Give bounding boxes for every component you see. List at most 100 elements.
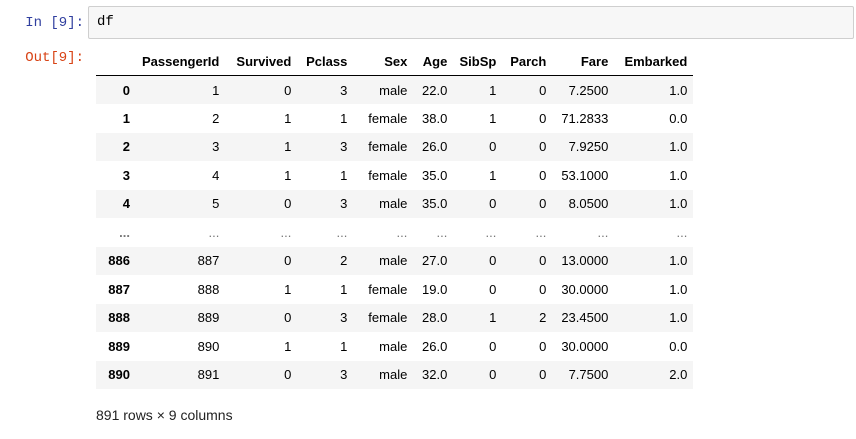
cell-sex: ... (396, 224, 408, 240)
cell-sibsp: 1 (489, 82, 497, 98)
row-index: 887 (108, 281, 130, 297)
cell-parch: 0 (539, 82, 547, 98)
table-row: 2 3 1 3 female 26.0 0 0 7.9250 1.0 (96, 132, 694, 161)
cell-age: 26.0 (422, 139, 448, 155)
row-index: 890 (108, 367, 130, 383)
cell-survived: 0 (284, 253, 292, 269)
cell-embarked: 1.0 (669, 139, 688, 155)
header-sex: Sex (353, 47, 414, 76)
cell-pclass: 3 (340, 139, 348, 155)
cell-passengerid: ... (208, 224, 220, 240)
header-embarked: Embarked (614, 47, 694, 76)
cell-parch: 0 (539, 253, 547, 269)
cell-age: 35.0 (422, 196, 448, 212)
cell-passengerid: 888 (197, 281, 220, 297)
cell-passengerid: 3 (212, 139, 220, 155)
cell-embarked: 2.0 (669, 367, 688, 383)
cell-sibsp: 1 (489, 110, 497, 126)
cell-fare: 53.1000 (561, 167, 609, 183)
row-index: 0 (122, 82, 130, 98)
cell-age: 35.0 (422, 167, 448, 183)
table-row: 889 890 1 1 male 26.0 0 0 30.0000 0.0 (96, 332, 693, 361)
cell-sex: female (368, 281, 408, 297)
cell-embarked: 1.0 (669, 281, 688, 297)
table-row: 888 889 0 3 female 28.0 1 2 23.4500 1.0 (96, 303, 694, 332)
table-row-ellipsis: ... ... ... ... ... ... ... ... ... ... (96, 218, 693, 247)
header-fare: Fare (552, 47, 615, 76)
cell-passengerid: 2 (212, 110, 220, 126)
cell-sibsp: 0 (489, 367, 497, 383)
cell-pclass: 3 (340, 310, 348, 326)
row-index: 889 (108, 338, 130, 354)
cell-pclass: ... (336, 224, 348, 240)
header-index (96, 47, 136, 76)
cell-survived: 0 (284, 82, 292, 98)
cell-fare: 30.0000 (561, 338, 609, 354)
cell-sibsp: 0 (489, 281, 497, 297)
cell-fare: 7.9250 (568, 139, 609, 155)
cell-sibsp: ... (485, 224, 497, 240)
input-prompt: In [9]: (25, 15, 84, 31)
cell-parch: 0 (539, 196, 547, 212)
cell-survived: 1 (284, 281, 292, 297)
table-row: 4 5 0 3 male 35.0 0 0 8.0500 1.0 (96, 189, 694, 218)
cell-survived: 1 (284, 338, 292, 354)
header-sibsp: SibSp (453, 47, 503, 76)
cell-age: 22.0 (422, 82, 448, 98)
header-age: Age (413, 47, 454, 76)
cell-survived: 1 (284, 167, 292, 183)
cell-pclass: 2 (340, 253, 348, 269)
cell-parch: 0 (539, 139, 547, 155)
cell-pclass: 3 (340, 196, 348, 212)
cell-survived: 0 (284, 310, 292, 326)
table-row: 3 4 1 1 female 35.0 1 0 53.1000 1.0 (96, 161, 693, 190)
code-text[interactable]: df (97, 14, 114, 30)
header-parch: Parch (502, 47, 553, 76)
output-area: PassengerId Survived Pclass Sex Age SibS… (96, 47, 694, 389)
cell-age: ... (436, 224, 448, 240)
cell-survived: 0 (284, 367, 292, 383)
cell-fare: ... (597, 224, 609, 240)
row-index: 4 (122, 196, 130, 212)
cell-fare: 8.0500 (568, 196, 609, 212)
cell-pclass: 1 (340, 110, 348, 126)
cell-pclass: 1 (340, 167, 348, 183)
row-index: 886 (108, 253, 130, 269)
cell-passengerid: 5 (212, 196, 220, 212)
cell-age: 38.0 (422, 110, 448, 126)
output-prompt: Out[9]: (25, 50, 84, 66)
cell-embarked: ... (676, 224, 688, 240)
cell-sex: male (379, 82, 408, 98)
cell-parch: 0 (539, 167, 547, 183)
cell-sex: female (368, 139, 408, 155)
table-row: 890 891 0 3 male 32.0 0 0 7.7500 2.0 (96, 360, 694, 389)
cell-passengerid: 889 (197, 310, 220, 326)
row-index: ... (119, 224, 130, 240)
cell-passengerid: 890 (197, 338, 220, 354)
code-editor[interactable]: df (88, 6, 854, 39)
cell-sibsp: 0 (489, 253, 497, 269)
cell-passengerid: 4 (212, 167, 220, 183)
cell-pclass: 3 (340, 367, 348, 383)
table-header-row: PassengerId Survived Pclass Sex Age SibS… (96, 47, 694, 76)
cell-passengerid: 1 (212, 82, 220, 98)
cell-parch: 0 (539, 367, 547, 383)
dataframe-shape-summary: 891 rows × 9 columns (96, 407, 233, 423)
cell-embarked: 0.0 (669, 338, 688, 354)
cell-survived: ... (280, 224, 292, 240)
cell-fare: 7.7500 (568, 367, 609, 383)
cell-age: 19.0 (422, 281, 448, 297)
input-cell[interactable]: In [9]: df (0, 6, 856, 42)
cell-fare: 13.0000 (561, 253, 609, 269)
table-row: 1 2 1 1 female 38.0 1 0 71.2833 0.0 (96, 104, 693, 133)
cell-sibsp: 1 (489, 310, 497, 326)
cell-parch: ... (535, 224, 547, 240)
cell-embarked: 1.0 (669, 82, 688, 98)
dataframe-table: PassengerId Survived Pclass Sex Age SibS… (96, 47, 694, 389)
cell-parch: 0 (539, 281, 547, 297)
cell-age: 32.0 (422, 367, 448, 383)
cell-embarked: 1.0 (669, 310, 688, 326)
row-index: 3 (122, 167, 130, 183)
cell-survived: 0 (284, 196, 292, 212)
cell-sex: female (368, 110, 408, 126)
